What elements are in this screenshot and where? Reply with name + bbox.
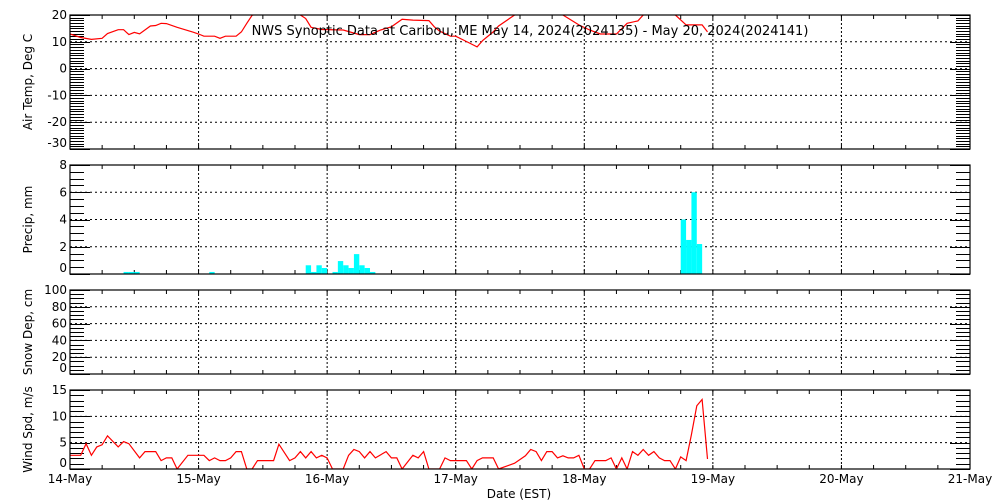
- panel-3: 15 10 5 0 Wind Spd, m/s: [21, 383, 971, 473]
- panel-frame: [69, 164, 971, 275]
- precip-bar: [311, 271, 317, 274]
- y-tick-label: 6: [59, 185, 67, 199]
- precip-bar: [337, 261, 344, 274]
- x-tick-label: 15-May: [176, 472, 220, 486]
- chart-title: NWS Synoptic Data at Caribou, ME May 14,…: [252, 24, 809, 39]
- precip-bar: [134, 271, 140, 274]
- precip-bar: [370, 271, 376, 274]
- x-tick-label: 21-May: [948, 472, 992, 486]
- precip-bar: [305, 265, 312, 274]
- precip-bar: [348, 268, 354, 274]
- precip-bar: [123, 271, 129, 274]
- x-tick-label: 14-May: [48, 472, 92, 486]
- y-tick-label: -10: [47, 88, 67, 102]
- x-tick-label: 20-May: [819, 472, 863, 486]
- y-tick-label: 20: [52, 350, 67, 364]
- precip-bar: [686, 239, 692, 274]
- precip-bar: [359, 265, 365, 274]
- series-line: [70, 15, 708, 48]
- panel-frame: [69, 289, 971, 375]
- y-axis-label: Precip, mm: [21, 186, 35, 254]
- y-tick-label: 2: [59, 240, 67, 254]
- panel-0: 20 10 0 -10 -20 -30 Air Temp, Deg C: [21, 8, 971, 150]
- series-line: [70, 398, 709, 469]
- y-tick-label: 10: [52, 35, 67, 49]
- y-tick-label: 60: [52, 317, 67, 331]
- y-tick-label: 0: [59, 456, 67, 470]
- y-tick-label: 0: [59, 261, 67, 275]
- y-tick-label: -30: [47, 136, 67, 150]
- y-axis-label: Wind Spd, m/s: [21, 386, 35, 472]
- x-tick-label: 17-May: [434, 472, 478, 486]
- x-tick-label: 18-May: [562, 472, 606, 486]
- y-axis-label: Snow Dep, cm: [21, 289, 35, 375]
- precip-bar: [364, 268, 370, 274]
- precip-bar: [696, 244, 703, 274]
- x-tick-labels: 14-May 15-May 16-May 17-May 18-May 19-May 20-M…: [48, 472, 992, 486]
- series: [123, 192, 703, 274]
- precip-bar: [343, 265, 349, 274]
- y-tick-label: 20: [52, 8, 67, 22]
- y-tick-label: 80: [52, 300, 67, 314]
- x-tick-label: 19-May: [691, 472, 735, 486]
- y-tick-label: 40: [52, 333, 67, 347]
- y-tick-label: 15: [52, 383, 67, 397]
- precip-bar: [332, 271, 338, 274]
- y-tick-label: 5: [59, 436, 67, 450]
- precip-bar: [209, 271, 215, 274]
- panel-2: 100 80 60 40 200 Snow Dep, cm: [21, 283, 971, 375]
- panel-frame: [69, 389, 971, 470]
- x-axis-label: Date (EST): [487, 487, 551, 500]
- x-tick-label: 16-May: [305, 472, 349, 486]
- precip-bar: [680, 219, 687, 274]
- panel-frame: [69, 14, 971, 150]
- y-axis-label: Air Temp, Deg C: [21, 34, 35, 130]
- y-tick-label: 4: [59, 213, 67, 227]
- y-tick-label: -20: [47, 115, 67, 129]
- precip-bar: [128, 271, 135, 274]
- y-tick-label: 8: [59, 158, 67, 172]
- y-tick-label: 0: [59, 62, 67, 76]
- precip-bar: [353, 254, 360, 274]
- precip-bar: [316, 265, 322, 274]
- y-tick-label: 0: [59, 361, 67, 375]
- series: [70, 398, 709, 469]
- precip-bar: [691, 192, 697, 274]
- panel-1: 8 6 4 2 0 Precip, mm: [21, 158, 971, 275]
- precip-bar: [321, 268, 328, 274]
- y-tick-label: 10: [52, 409, 67, 423]
- y-tick-label: 100: [44, 283, 67, 297]
